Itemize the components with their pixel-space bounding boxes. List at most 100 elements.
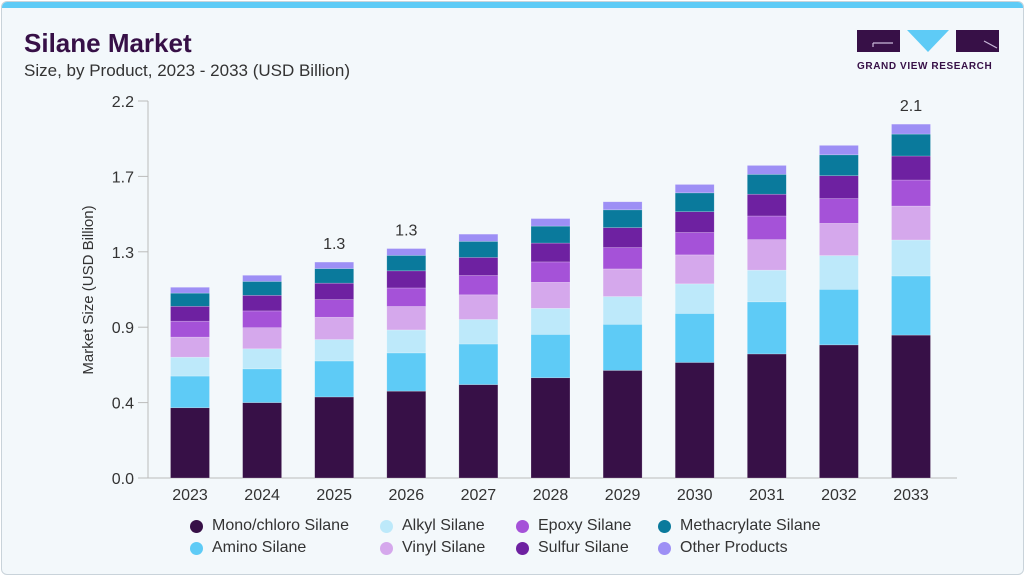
bar-segment [891,123,931,135]
bar-segment [602,247,643,270]
bar-segment [170,305,210,322]
bar-segment [242,310,282,329]
bar-segment [170,356,210,377]
bar-segment [386,390,427,479]
bar-segment [314,339,355,362]
bar-segment [314,396,355,479]
bar-segment [746,301,787,355]
bar-segment [170,375,210,409]
x-tick-label: 2025 [316,487,352,504]
bar-segment [746,165,787,175]
data-label: 2.1 [900,98,922,115]
bar-segment [819,198,859,224]
y-tick-label: 1.3 [112,245,134,262]
grand-view-research-logo: GRAND VIEW RESEARCH [857,30,1002,72]
bar-segment [746,193,787,217]
bar-segment [242,348,282,370]
legend-label: Sulfur Silane [538,539,629,556]
y-tick-label: 1.7 [112,169,134,186]
bar-segment [170,320,210,338]
bar-segment [746,239,787,271]
bar-segment [819,289,859,346]
bar-segment [602,268,643,297]
x-tick-label: 2027 [461,487,497,504]
bar-segment [891,205,931,241]
bar-segment [891,179,931,207]
bar-segment [458,384,499,479]
bar-segment [242,327,282,350]
bar-segment [170,407,210,479]
bar-segment [386,306,427,331]
legend-item: Epoxy Silane [516,517,631,535]
bar-segment [819,154,859,177]
x-tick-label: 2026 [389,487,425,504]
legend-swatch [190,541,203,555]
bar-segment [602,323,643,371]
bar-segment [530,282,571,309]
y-tick-label: 0.4 [112,396,134,413]
legend-item: Sulfur Silane [516,539,629,557]
legend-swatch [380,541,393,555]
bar-segment [386,287,427,307]
legend-item: Methacrylate Silane [658,517,821,535]
bar-segment [458,319,499,345]
bar-segment [170,336,210,358]
bar-segment [602,201,643,211]
bar-segment [674,362,715,479]
legend-item: Other Products [658,539,788,557]
legend-label: Epoxy Silane [538,517,632,534]
x-tick-label: 2023 [172,487,208,504]
bar-segment [314,261,355,269]
bar-segment [530,334,571,379]
bar-segment [458,275,499,296]
bar-segment [530,225,571,244]
bar-segment [602,296,643,325]
bar-segment [386,270,427,289]
bar-segment [746,353,787,479]
bar-segment [819,255,859,290]
legend-label: Methacrylate Silane [680,517,821,534]
data-label: 1.3 [395,223,417,240]
bar-segment [891,155,931,181]
bar-segment [242,402,282,479]
bar-segment [674,192,715,213]
bar-segment [386,329,427,354]
legend-swatch [516,519,529,533]
bar-segment [242,295,282,312]
bar-segment [891,334,931,479]
bar-segment [602,227,643,248]
bar-segment [458,241,499,258]
y-tick-label: 0.0 [112,471,134,488]
bar-segment [458,257,499,276]
legend-label: Alkyl Silane [402,517,485,534]
bar-segment [242,368,282,403]
bar-segment [819,175,859,199]
bar-segment [386,248,427,256]
legend-item: Alkyl Silane [380,517,485,535]
bar-segment [170,286,210,294]
bar-segment [314,268,355,284]
x-tick-label: 2031 [749,487,785,504]
y-tick-label: 0.9 [112,320,134,337]
bar-segment [674,184,715,194]
legend-label: Other Products [680,539,788,556]
bar-segment [314,299,355,318]
legend-swatch [380,519,393,533]
bar-segment [530,261,571,283]
bar-segment [314,360,355,398]
bar-segment [891,275,931,336]
bar-segment [674,313,715,363]
legend-item: Vinyl Silane [380,539,485,557]
bar-segment [674,254,715,285]
bar-segment [746,215,787,240]
legend-swatch [516,541,529,555]
bar-segment [746,174,787,195]
legend-item: Mono/chloro Silane [190,517,349,535]
bar-segment [674,232,715,256]
x-tick-label: 2029 [605,487,641,504]
bar-segment [242,281,282,296]
bar-segment [602,209,643,228]
bar-segment [891,133,931,157]
legend-swatch [658,519,671,533]
legend-label: Mono/chloro Silane [212,517,349,534]
